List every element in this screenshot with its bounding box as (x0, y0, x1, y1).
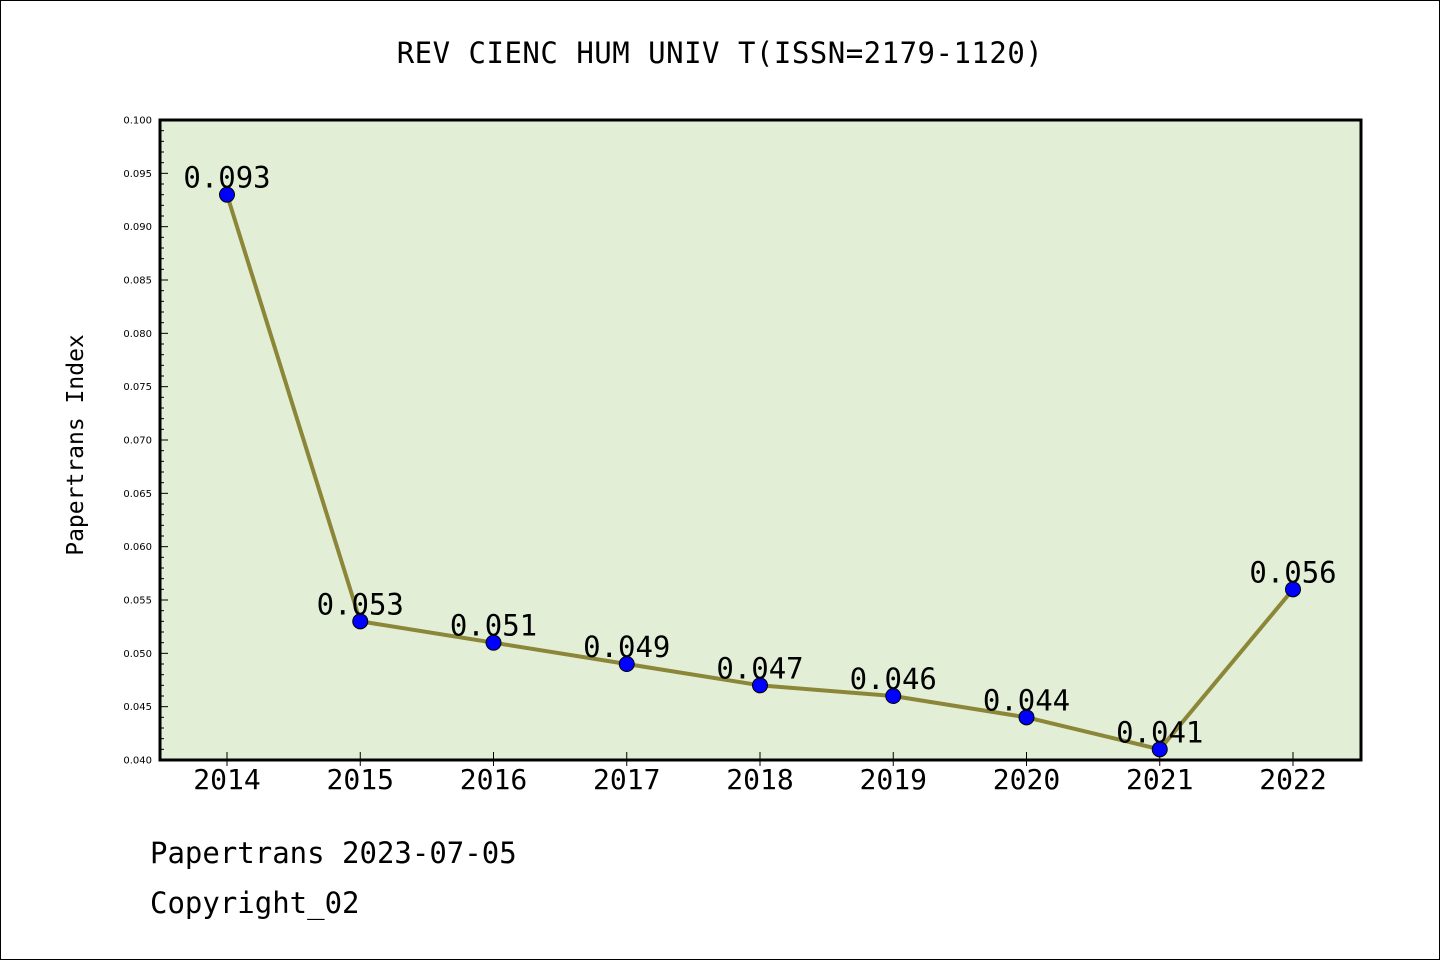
x-tick-label: 2020 (993, 763, 1060, 796)
footer-copyright: Copyright_02 (150, 886, 360, 920)
x-tick-label: 2021 (1126, 763, 1193, 796)
y-tick-label: 0.100 (123, 116, 152, 127)
y-tick-label: 0.045 (123, 702, 152, 713)
data-label: 0.046 (850, 662, 937, 696)
data-point (618, 656, 635, 672)
x-axis: 2014 2015 2016 2017 2018 2019 2020 2021 2022 (193, 752, 1327, 796)
data-label: 0.051 (450, 609, 537, 643)
y-tick-label: 0.085 (123, 276, 152, 287)
x-tick-label: 2017 (593, 763, 660, 796)
y-tick-label: 0.080 (123, 329, 152, 340)
data-label: 0.053 (317, 587, 404, 621)
data-point (885, 688, 902, 704)
x-tick-label: 2016 (460, 763, 527, 796)
footer-date: Papertrans 2023-07-05 (150, 836, 517, 870)
data-point (352, 613, 369, 630)
data-point (1018, 709, 1035, 726)
y-tick-label: 0.055 (123, 596, 152, 607)
chart-title: REV CIENC HUM UNIV T(ISSN=2179-1120) (396, 36, 1044, 70)
plot-area (158, 118, 1363, 762)
y-tick-label: 0.095 (123, 169, 152, 180)
data-point (1285, 581, 1301, 598)
x-tick-label: 2018 (726, 763, 793, 796)
y-tick-label: 0.065 (123, 489, 152, 500)
y-tick-label: 0.090 (123, 222, 152, 233)
data-point (1151, 741, 1168, 758)
y-tick-label: 0.040 (123, 756, 152, 767)
x-tick-label: 2015 (327, 763, 394, 796)
y-axis: 0.040 0.045 0.050 0.055 0.060 0.065 0.070 0.075… (123, 116, 168, 767)
y-tick-label: 0.050 (123, 649, 152, 660)
x-tick-label: 2019 (860, 763, 927, 796)
x-tick-label: 2022 (1259, 763, 1326, 796)
data-label-group: 0.093 0.053 0.051 0.049 0.047 0.046 0.044 0.041… (183, 161, 1336, 750)
series-marker-group (219, 186, 1301, 758)
data-label: 0.041 (1116, 715, 1203, 749)
data-label: 0.093 (183, 161, 270, 195)
data-label: 0.049 (583, 630, 670, 664)
data-point (485, 634, 502, 651)
y-tick-label: 0.060 (123, 542, 152, 553)
data-label: 0.044 (983, 683, 1070, 717)
y-tick-label: 0.070 (123, 436, 152, 447)
y-tick-label: 0.075 (123, 382, 152, 393)
data-point (219, 186, 235, 203)
data-label: 0.056 (1249, 555, 1336, 589)
data-point (752, 677, 768, 694)
data-label: 0.047 (716, 651, 803, 685)
x-tick-label: 2014 (193, 763, 260, 796)
